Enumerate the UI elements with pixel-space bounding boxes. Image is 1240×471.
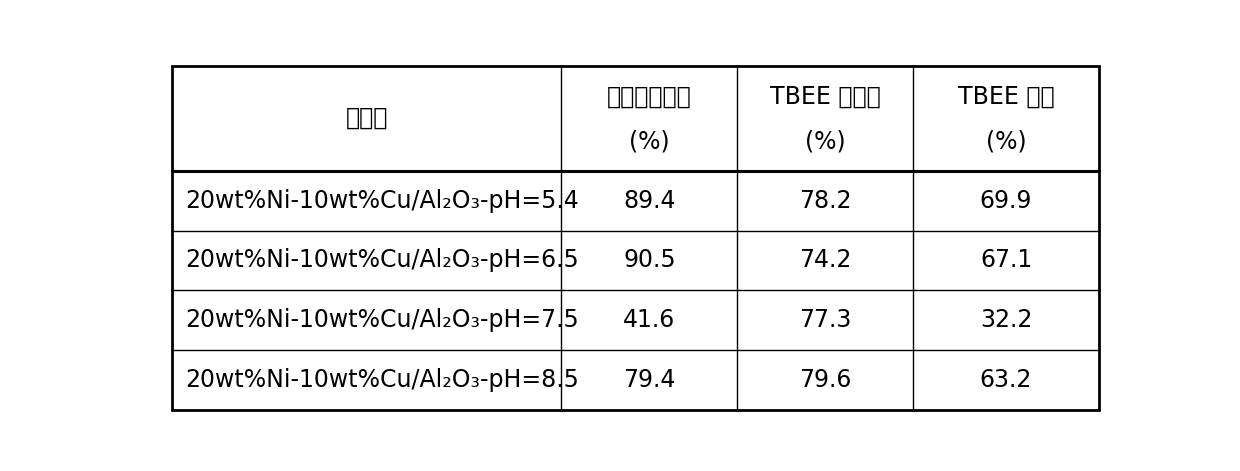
Text: 90.5: 90.5 xyxy=(622,249,676,272)
Text: 32.2: 32.2 xyxy=(980,309,1032,333)
Text: 20wt%Ni-10wt%Cu/Al₂O₃-pH=5.4: 20wt%Ni-10wt%Cu/Al₂O₃-pH=5.4 xyxy=(185,188,579,212)
Text: 74.2: 74.2 xyxy=(800,249,852,272)
Text: 41.6: 41.6 xyxy=(624,309,676,333)
Text: 徂化剂: 徂化剂 xyxy=(346,106,388,130)
Text: 20wt%Ni-10wt%Cu/Al₂O₃-pH=8.5: 20wt%Ni-10wt%Cu/Al₂O₃-pH=8.5 xyxy=(185,368,579,392)
Text: 78.2: 78.2 xyxy=(799,188,852,212)
Text: (%): (%) xyxy=(629,129,670,153)
Text: 二甘醇转化率: 二甘醇转化率 xyxy=(608,85,692,109)
Text: (%): (%) xyxy=(805,129,846,153)
Text: TBEE 选择性: TBEE 选择性 xyxy=(770,85,880,109)
Text: 20wt%Ni-10wt%Cu/Al₂O₃-pH=6.5: 20wt%Ni-10wt%Cu/Al₂O₃-pH=6.5 xyxy=(185,249,579,272)
Text: 77.3: 77.3 xyxy=(800,309,852,333)
Text: (%): (%) xyxy=(986,129,1027,153)
Text: 89.4: 89.4 xyxy=(624,188,676,212)
Text: 69.9: 69.9 xyxy=(980,188,1032,212)
Text: 79.6: 79.6 xyxy=(800,368,852,392)
Text: 63.2: 63.2 xyxy=(980,368,1032,392)
Text: 67.1: 67.1 xyxy=(980,249,1032,272)
Text: 20wt%Ni-10wt%Cu/Al₂O₃-pH=7.5: 20wt%Ni-10wt%Cu/Al₂O₃-pH=7.5 xyxy=(185,309,579,333)
Text: TBEE 收率: TBEE 收率 xyxy=(957,85,1054,109)
Text: 79.4: 79.4 xyxy=(624,368,676,392)
